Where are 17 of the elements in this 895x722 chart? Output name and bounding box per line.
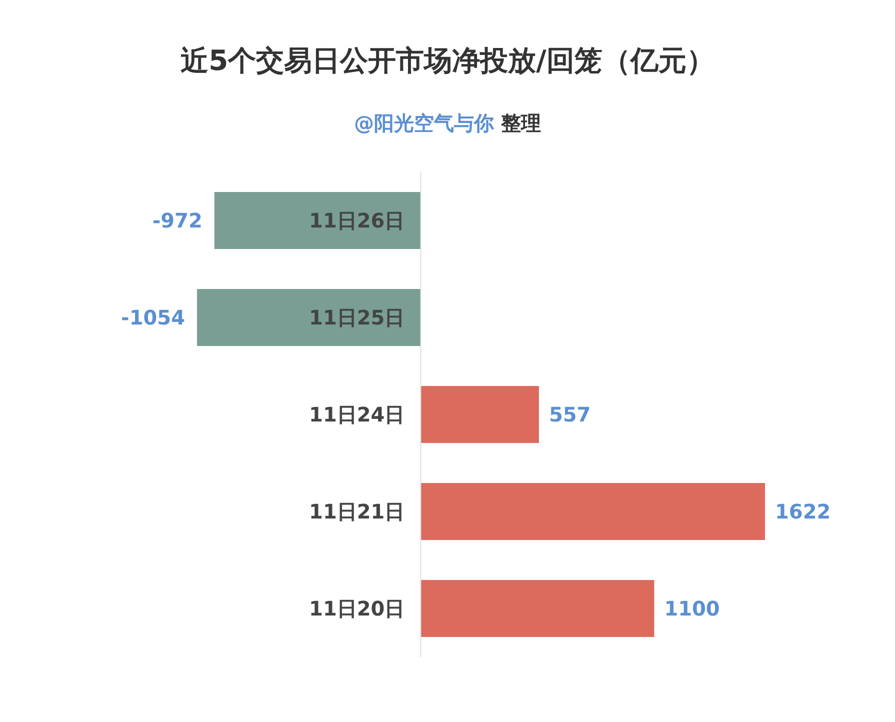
- bar: [420, 580, 654, 637]
- chart-title: 近5个交易日公开市场净投放/回笼（亿元）: [180, 43, 716, 79]
- y-tick-label: 11日25日: [309, 306, 405, 330]
- y-tick-label: 11日21日: [309, 500, 405, 524]
- data-label: 557: [548, 402, 591, 426]
- data-label: 1622: [775, 500, 831, 524]
- data-label: -972: [152, 208, 202, 232]
- chart-subtitle: @阳光空气与你 整理: [354, 111, 541, 135]
- y-tick-label: 11日20日: [309, 596, 405, 620]
- data-label: -1054: [121, 306, 185, 330]
- bar: [420, 386, 539, 443]
- bar: [214, 192, 421, 249]
- bar: [420, 483, 765, 540]
- y-tick-label: 11日26日: [309, 208, 405, 232]
- data-label: 1100: [664, 596, 720, 620]
- y-tick-label: 11日24日: [309, 402, 405, 426]
- bar: [197, 289, 421, 346]
